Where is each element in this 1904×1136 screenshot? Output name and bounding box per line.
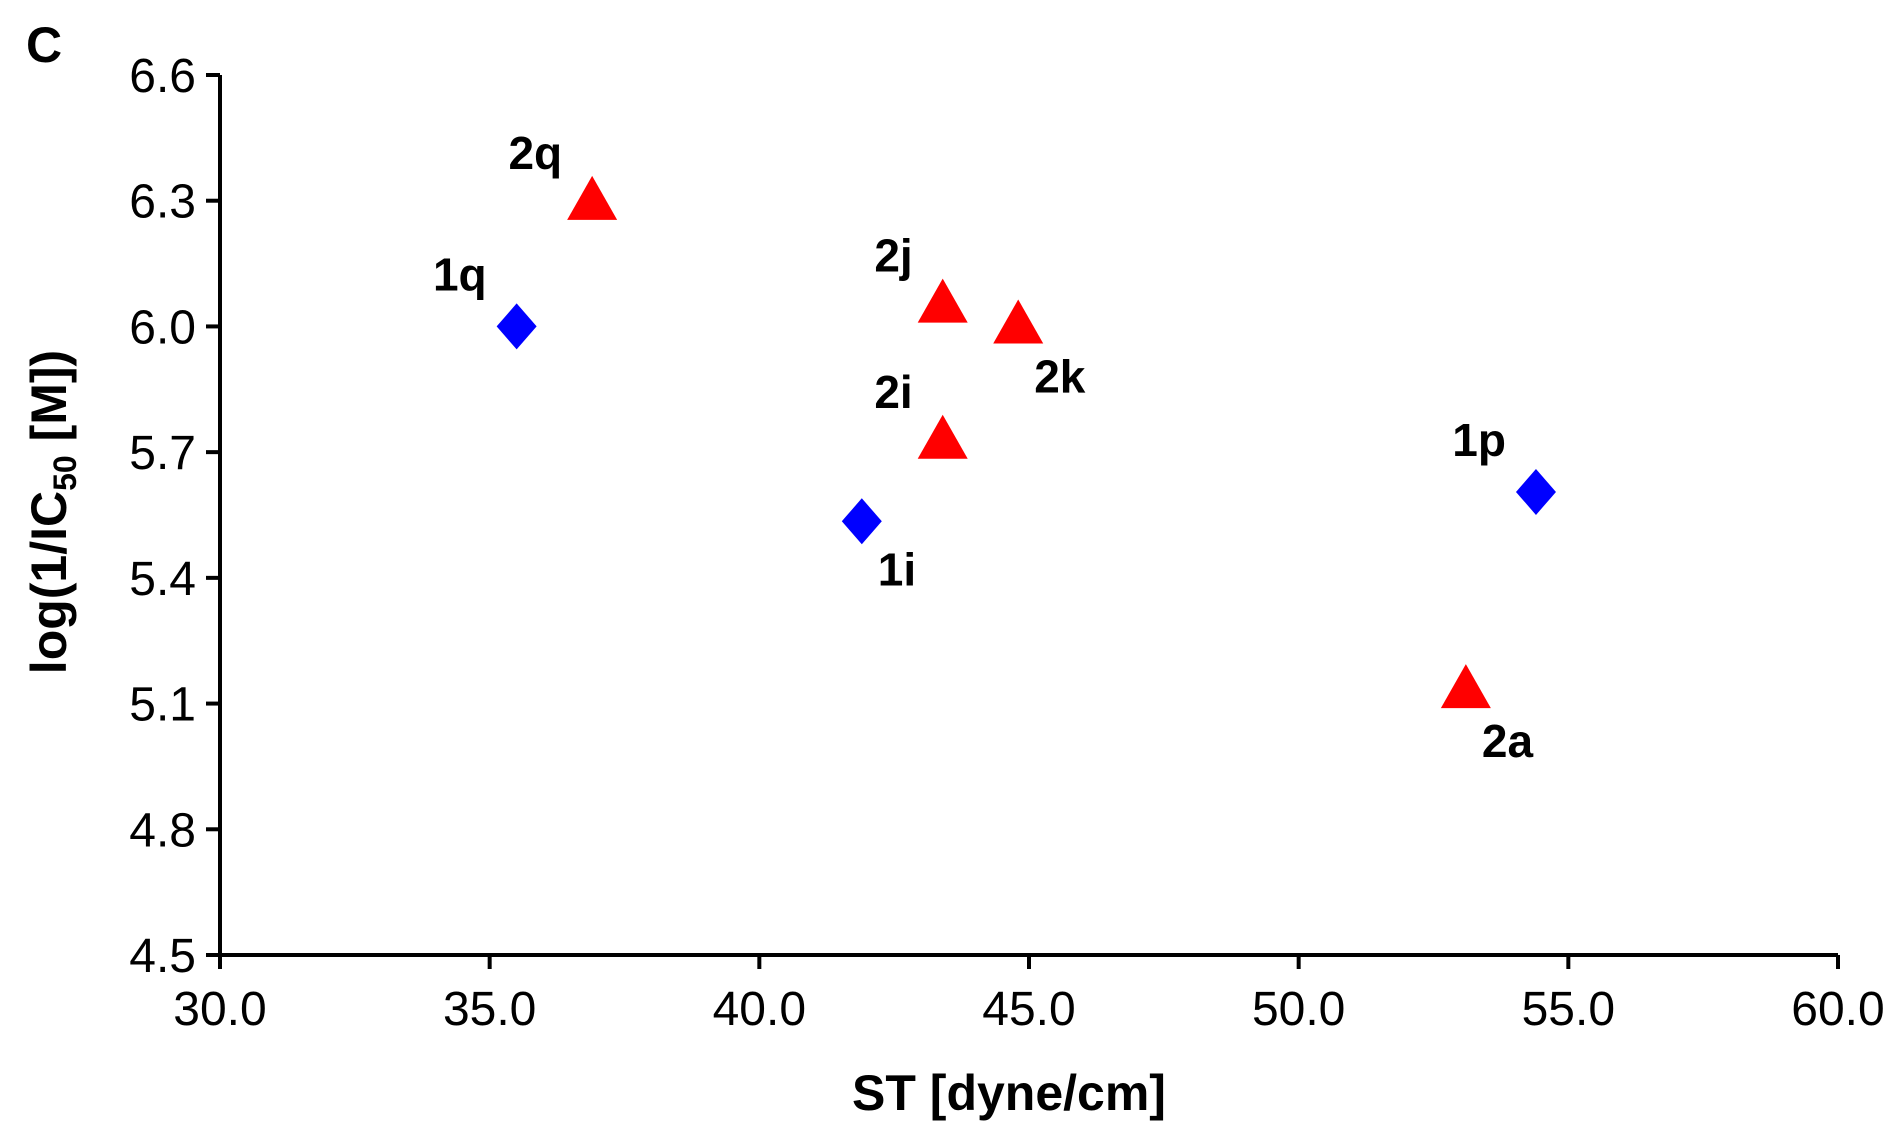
- data-point-triangle: [917, 278, 968, 323]
- point-label: 2k: [1034, 351, 1086, 403]
- x-tick-label: 35.0: [443, 983, 536, 1036]
- x-tick-label: 45.0: [982, 983, 1075, 1036]
- x-axis: 30.0 35.0 40.0 45.0 50.0 55.0 60.0: [173, 953, 1885, 1036]
- y-tick-label: 4.5: [129, 930, 196, 983]
- y-axis-title: log(1/IC50 [M]): [21, 350, 83, 674]
- y-tick-label: 4.8: [129, 804, 196, 857]
- y-tick-label: 6.0: [129, 301, 196, 354]
- y-axis-title-tail: [M]): [21, 350, 77, 456]
- data-points: [496, 175, 1556, 709]
- x-tick-label: 40.0: [713, 983, 806, 1036]
- x-tick-label: 60.0: [1791, 983, 1884, 1036]
- y-axis-title-subscript: 50: [47, 455, 83, 491]
- point-label: 2i: [874, 366, 912, 418]
- x-axis-title: ST [dyne/cm]: [852, 1065, 1166, 1121]
- point-label: 1p: [1452, 414, 1506, 466]
- point-label: 2a: [1482, 715, 1534, 767]
- x-tick-label: 55.0: [1522, 983, 1615, 1036]
- data-point-diamond: [841, 498, 882, 545]
- x-tick-label: 30.0: [173, 983, 266, 1036]
- point-label: 2q: [508, 127, 562, 179]
- x-tick-label: 50.0: [1252, 983, 1345, 1036]
- data-point-triangle: [993, 299, 1044, 344]
- data-point-triangle: [567, 175, 618, 220]
- y-axis: 4.5 4.8 5.1 5.4 5.7 6.0 6.3 6.6: [129, 50, 222, 983]
- y-tick-label: 5.1: [129, 679, 196, 732]
- point-label: 1i: [878, 543, 916, 595]
- point-labels: 1q 1i 1p 2q 2j 2k 2i 2a: [433, 127, 1533, 767]
- point-label: 1q: [433, 248, 487, 300]
- point-label: 2j: [874, 230, 912, 282]
- data-point-triangle: [1440, 664, 1491, 709]
- data-point-triangle: [917, 414, 968, 459]
- data-point-diamond: [496, 303, 537, 350]
- y-tick-label: 5.4: [129, 553, 196, 606]
- y-tick-label: 6.3: [129, 176, 196, 229]
- y-tick-label: 6.6: [129, 50, 196, 103]
- data-point-diamond: [1515, 468, 1556, 515]
- panel-label: C: [26, 17, 62, 73]
- y-tick-label: 5.7: [129, 427, 196, 480]
- y-axis-title-main: log(1/IC: [21, 491, 77, 674]
